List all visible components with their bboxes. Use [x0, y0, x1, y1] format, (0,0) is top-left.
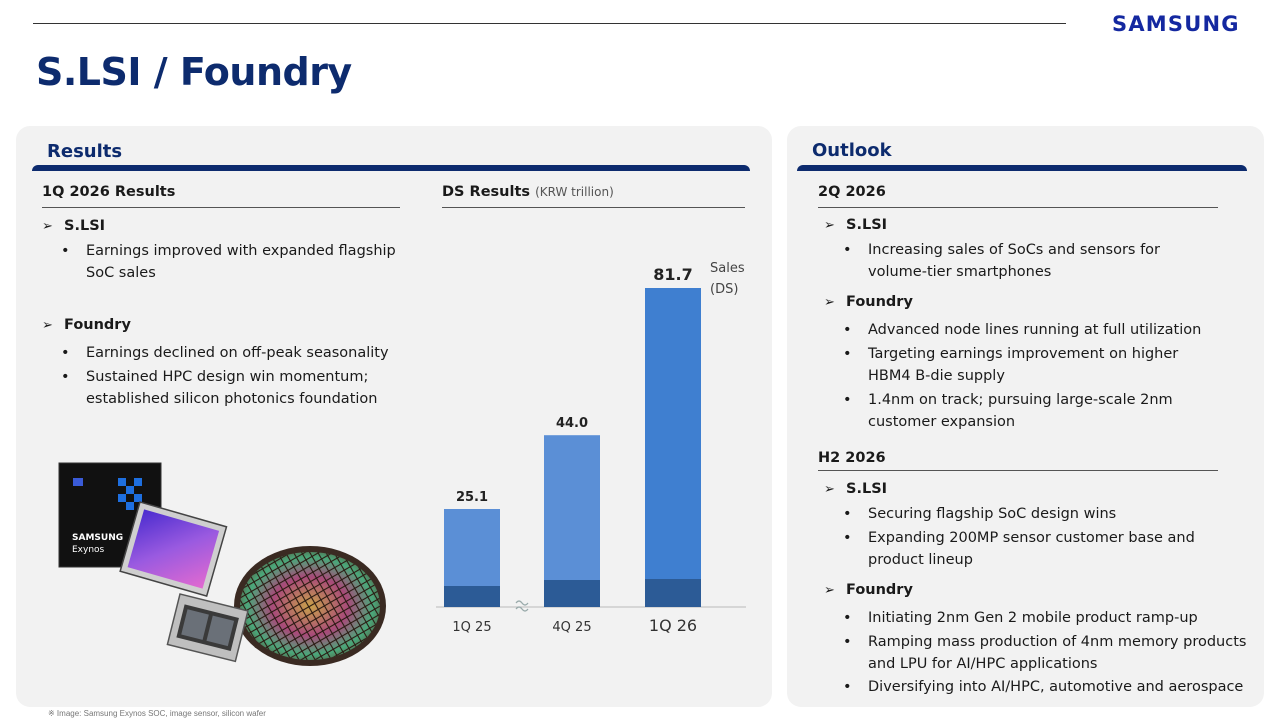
outlook-q2-foundry-bullet: • Advanced node lines running at full uti…: [843, 320, 1223, 342]
image-sensor: [119, 501, 228, 597]
bullet-text: Earnings declined on off-peak seasonalit…: [86, 345, 389, 361]
outlook-h2-rule: [818, 470, 1218, 471]
outlook-q2-title: 2Q 2026: [818, 184, 886, 200]
silicon-wafer: [234, 546, 386, 666]
bullet-text: Targeting earnings improvement on higher…: [868, 346, 1179, 384]
bar-base-segment: [645, 579, 701, 607]
results-foundry-bullet: • Sustained HPC design win momentum; esta…: [61, 367, 406, 410]
outlook-heading-band: [797, 165, 1247, 171]
bar-value-label: 44.0: [556, 416, 588, 431]
chart-title-rule: [442, 207, 745, 208]
outlook-q2-foundry-label: Foundry: [846, 294, 913, 310]
outlook-h2-slsi-bullet: • Securing flagship SoC design wins: [843, 504, 1223, 526]
outlook-heading: Outlook: [812, 140, 892, 161]
outlook-q2-slsi-heading: ➢ S.LSI: [824, 217, 887, 233]
legend-label-line1: Sales: [710, 261, 745, 276]
outlook-h2-slsi-bullet: • Expanding 200MP sensor customer base an…: [843, 528, 1223, 571]
results-foundry-heading: ➢ Foundry: [42, 317, 131, 333]
chip-brand-text: SAMSUNG: [72, 533, 123, 543]
bar-value-label: 81.7: [653, 265, 692, 284]
bar-base-segment: [544, 580, 600, 607]
samsung-logo: SAMSUNG: [1112, 12, 1240, 36]
arrow-bullet-icon: ➢: [42, 219, 53, 234]
outlook-h2-foundry-bullet: • Diversifying into AI/HPC, automotive an…: [843, 677, 1253, 699]
bullet-dot: •: [843, 322, 852, 338]
bullet-text: 1.4nm on track; pursuing large-scale 2nm…: [868, 392, 1173, 430]
results-slsi-heading: ➢ S.LSI: [42, 218, 105, 234]
bar-1q-26: [645, 288, 701, 607]
results-foundry-bullet: • Earnings declined on off-peak seasonali…: [61, 343, 406, 365]
bullet-dot: •: [61, 345, 70, 361]
results-heading-band: [32, 165, 750, 171]
outlook-q2-foundry-heading: ➢ Foundry: [824, 294, 913, 310]
chart-unit: (KRW trillion): [535, 185, 614, 199]
outlook-q2-foundry-bullet: • Targeting earnings improvement on highe…: [843, 344, 1223, 387]
bullet-dot: •: [843, 530, 852, 546]
results-quarter-rule: [42, 207, 400, 208]
bullet-dot: •: [843, 346, 852, 362]
outlook-h2-foundry-bullet: • Initiating 2nm Gen 2 mobile product ram…: [843, 608, 1253, 630]
image-footnote: ※ Image: Samsung Exynos SOC, image senso…: [48, 709, 266, 718]
bullet-text: Securing flagship SoC design wins: [868, 506, 1117, 522]
bullet-dot: •: [843, 392, 852, 408]
arrow-bullet-icon: ➢: [824, 218, 835, 233]
bullet-text: Increasing sales of SoCs and sensors for…: [868, 242, 1161, 280]
bullet-dot: •: [843, 679, 852, 695]
bullet-dot: •: [843, 610, 852, 626]
category-label: 1Q 25: [452, 620, 491, 635]
product-image: SAMSUNG Exynos: [58, 462, 386, 666]
arrow-bullet-icon: ➢: [42, 318, 53, 333]
bullet-dot: •: [61, 243, 70, 259]
axis-break-icon: [515, 600, 529, 612]
outlook-h2-slsi-heading: ➢ S.LSI: [824, 481, 887, 497]
legend-label-line2: (DS): [710, 282, 738, 297]
bullet-text: Ramping mass production of 4nm memory pr…: [868, 634, 1247, 672]
outlook-h2-slsi-label: S.LSI: [846, 481, 888, 497]
chart-title-text: DS Results: [442, 184, 531, 200]
bullet-dot: •: [61, 369, 70, 385]
results-heading: Results: [47, 141, 123, 162]
outlook-q2-slsi-label: S.LSI: [846, 217, 888, 233]
outlook-h2-foundry-label: Foundry: [846, 582, 913, 598]
bullet-text: Diversifying into AI/HPC, automotive and…: [868, 679, 1244, 695]
category-label: 4Q 25: [552, 620, 591, 635]
outlook-q2-foundry-bullet: • 1.4nm on track; pursuing large-scale 2n…: [843, 390, 1223, 433]
bullet-dot: •: [843, 506, 852, 522]
results-slsi-label: S.LSI: [64, 218, 106, 234]
results-quarter-title: 1Q 2026 Results: [42, 184, 176, 200]
bar-value-label: 25.1: [456, 490, 488, 505]
outlook-h2-foundry-heading: ➢ Foundry: [824, 582, 913, 598]
results-foundry-label: Foundry: [64, 317, 131, 333]
page-title: S.LSI / Foundry: [36, 50, 352, 94]
arrow-bullet-icon: ➢: [824, 583, 835, 598]
outlook-h2-title: H2 2026: [818, 450, 886, 466]
chip-name-text: Exynos: [72, 545, 105, 555]
outlook-q2-rule: [818, 207, 1218, 208]
arrow-bullet-icon: ➢: [824, 482, 835, 497]
outlook-h2-foundry-bullet: • Ramping mass production of 4nm memory p…: [843, 632, 1253, 675]
bullet-text: Initiating 2nm Gen 2 mobile product ramp…: [868, 610, 1198, 626]
bar-4q-25: [544, 435, 600, 607]
top-rule: [33, 23, 1066, 24]
chart-title: DS Results (KRW trillion): [442, 184, 614, 200]
bar-base-segment: [444, 586, 500, 607]
bullet-dot: •: [843, 634, 852, 650]
category-label: 1Q 26: [649, 616, 697, 635]
results-slsi-bullet: • Earnings improved with expanded flagshi…: [61, 241, 406, 284]
bullet-dot: •: [843, 242, 852, 258]
bullet-text: Expanding 200MP sensor customer base and…: [868, 530, 1195, 568]
outlook-q2-slsi-bullet: • Increasing sales of SoCs and sensors fo…: [843, 240, 1223, 283]
bullet-text: Sustained HPC design win momentum; estab…: [86, 369, 378, 407]
arrow-bullet-icon: ➢: [824, 295, 835, 310]
outlook-panel: [787, 126, 1264, 707]
memory-module: [166, 593, 249, 663]
ds-results-chart: 25.1 1Q 25 44.0 4Q 25 81.7 1Q 26 Sales (DS): [436, 261, 746, 635]
bullet-text: Earnings improved with expanded flagship…: [86, 243, 396, 281]
bullet-text: Advanced node lines running at full util…: [868, 322, 1202, 338]
